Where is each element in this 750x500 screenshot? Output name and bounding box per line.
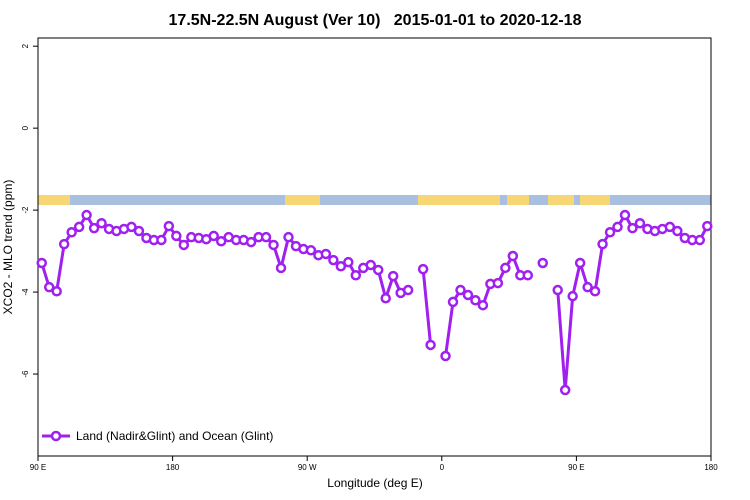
x-tick-label: 0: [440, 463, 445, 472]
x-tick-label: 90 E: [568, 463, 584, 472]
data-point: [612, 221, 623, 233]
x-tick-label: 180: [704, 463, 718, 472]
data-point: [702, 220, 713, 232]
y-axis-label: XCO2 - MLO trend (ppm): [1, 180, 15, 315]
data-point: [664, 221, 676, 233]
data-point: [417, 263, 429, 275]
y-tick-label: 0: [21, 125, 30, 130]
data-point: [470, 295, 481, 306]
data-point: [208, 230, 219, 242]
data-point: [604, 226, 616, 238]
data-point: [335, 261, 347, 272]
data-point: [447, 296, 459, 308]
land-ocean-strip: [38, 195, 711, 205]
data-point: [178, 239, 190, 251]
data-point: [597, 238, 608, 250]
data-point: [455, 284, 466, 296]
y-tick-label: 2: [21, 43, 30, 48]
data-point: [462, 289, 474, 301]
data-point: [96, 217, 107, 229]
data-point: [372, 264, 384, 276]
data-point: [163, 220, 175, 232]
series: [36, 209, 713, 396]
data-point: [440, 350, 451, 362]
data-point: [619, 209, 631, 221]
data-point: [567, 290, 578, 302]
chart-title: 17.5N-22.5N August (Ver 10) 2015-01-01 t…: [169, 12, 582, 29]
data-point: [43, 281, 55, 293]
data-point: [156, 234, 167, 246]
data-point: [492, 277, 504, 289]
data-point: [559, 384, 571, 396]
data-point: [380, 292, 391, 304]
data-point: [627, 222, 638, 234]
data-point: [537, 257, 548, 269]
data-point: [58, 238, 70, 250]
data-point: [283, 231, 294, 243]
data-point: [245, 236, 257, 248]
y-tick-label: -4: [21, 288, 30, 296]
data-point: [522, 270, 534, 281]
data-point: [260, 231, 272, 243]
data-point: [81, 209, 92, 221]
legend-label: Land (Nadir&Glint) and Ocean (Glint): [76, 429, 273, 443]
data-point: [305, 245, 317, 256]
data-point: [73, 221, 85, 233]
legend-marker: [50, 430, 62, 442]
data-point: [402, 284, 414, 296]
plot-frame: [37, 37, 712, 457]
x-tick-label: 90 E: [30, 463, 46, 472]
data-point: [387, 270, 399, 282]
data-point: [171, 230, 182, 242]
data-point: [66, 226, 77, 238]
data-point: [477, 299, 489, 311]
data-point: [350, 270, 362, 281]
data-point: [51, 286, 62, 297]
data-point: [126, 221, 137, 233]
x-tick-label: 90 W: [298, 463, 317, 472]
data-point: [582, 281, 593, 293]
data-point: [215, 236, 227, 247]
series-line: [40, 212, 709, 391]
data-point: [320, 248, 332, 260]
data-point: [133, 225, 145, 237]
data-point: [88, 222, 100, 234]
data-point: [500, 262, 511, 274]
data-point: [343, 256, 354, 268]
data-point: [672, 225, 683, 237]
data-point: [507, 250, 519, 262]
data-point: [328, 254, 339, 266]
data-point: [365, 259, 377, 271]
data-point: [552, 284, 563, 296]
data-point: [574, 257, 586, 269]
y-tick-label: -2: [21, 206, 30, 214]
data-point: [589, 286, 601, 297]
y-tick-label: -6: [21, 370, 30, 378]
data-point: [634, 217, 646, 229]
data-point: [275, 262, 287, 274]
data-point: [694, 234, 706, 246]
x-tick-label: 180: [166, 463, 180, 472]
data-point: [425, 339, 436, 351]
data-point: [268, 239, 279, 251]
data-point: [36, 257, 47, 269]
x-axis-label: Longitude (deg E): [327, 476, 422, 490]
